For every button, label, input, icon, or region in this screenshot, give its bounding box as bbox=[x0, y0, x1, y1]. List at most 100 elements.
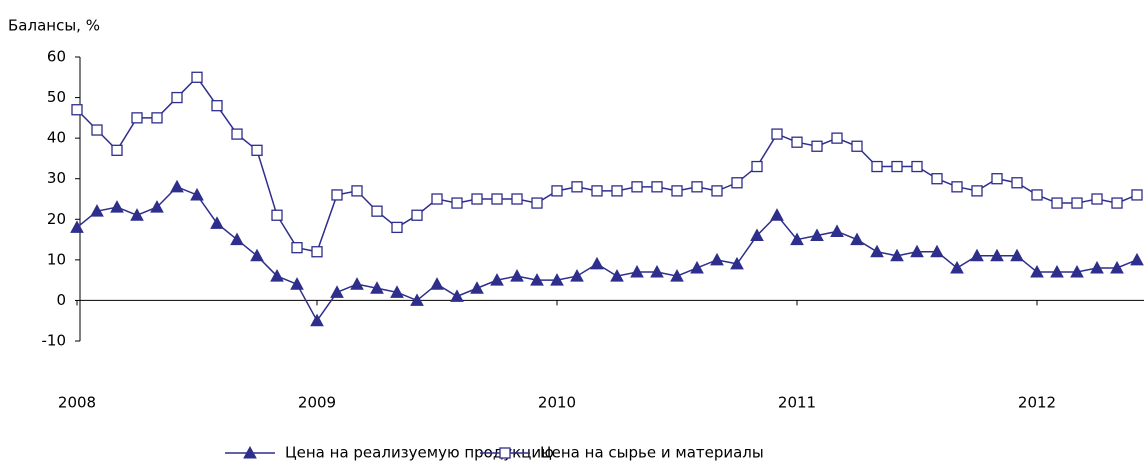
data-point bbox=[150, 200, 164, 213]
data-point bbox=[630, 264, 644, 278]
data-point bbox=[571, 181, 583, 193]
y-tick-label: 10 bbox=[47, 250, 66, 268]
data-point bbox=[331, 189, 343, 201]
data-point bbox=[751, 160, 763, 173]
data-point bbox=[830, 224, 844, 237]
data-point bbox=[351, 185, 363, 197]
data-point bbox=[491, 193, 503, 205]
data-point bbox=[771, 128, 783, 140]
data-point bbox=[930, 244, 944, 258]
data-point bbox=[1130, 252, 1144, 266]
data-point bbox=[1111, 197, 1123, 209]
data-point bbox=[210, 216, 224, 229]
data-point bbox=[991, 173, 1003, 185]
data-point bbox=[971, 185, 983, 197]
data-point bbox=[650, 264, 664, 278]
y-tick-label: 60 bbox=[47, 48, 66, 66]
data-point bbox=[1010, 248, 1024, 262]
y-tick-label: 50 bbox=[47, 88, 66, 106]
data-point bbox=[1051, 197, 1063, 209]
data-point bbox=[611, 185, 623, 197]
x-tick-label: 2008 bbox=[58, 394, 96, 412]
data-point bbox=[290, 277, 304, 290]
series-line bbox=[76, 76, 1138, 253]
data-point bbox=[471, 193, 483, 205]
data-point bbox=[730, 256, 744, 270]
data-point bbox=[270, 269, 284, 282]
data-point bbox=[1091, 193, 1103, 205]
x-tick-label: 2009 bbox=[298, 394, 336, 412]
data-point bbox=[231, 128, 243, 140]
data-point bbox=[531, 197, 543, 209]
data-point bbox=[891, 160, 903, 173]
data-point bbox=[191, 71, 203, 83]
data-point bbox=[890, 248, 904, 262]
data-point bbox=[811, 140, 823, 152]
data-point bbox=[1030, 264, 1044, 278]
data-point bbox=[691, 181, 703, 193]
data-point bbox=[530, 273, 544, 286]
data-point bbox=[371, 205, 383, 217]
data-point bbox=[631, 181, 643, 193]
data-point bbox=[671, 185, 683, 197]
data-point bbox=[90, 204, 104, 217]
data-point bbox=[451, 197, 463, 209]
legend-marker bbox=[243, 445, 257, 459]
data-point bbox=[251, 144, 263, 156]
data-point bbox=[470, 281, 484, 294]
data-point bbox=[591, 185, 603, 197]
data-point bbox=[350, 277, 364, 290]
data-point bbox=[91, 124, 103, 136]
x-tick-label: 2010 bbox=[538, 394, 576, 412]
legend-label: Цена на реализуемую продукцию bbox=[285, 444, 554, 461]
data-point bbox=[130, 208, 144, 221]
data-point bbox=[490, 273, 504, 286]
data-point bbox=[731, 177, 743, 189]
data-point bbox=[590, 256, 604, 270]
data-point bbox=[851, 140, 863, 152]
x-tick-label: 2012 bbox=[1018, 394, 1056, 412]
data-point bbox=[511, 193, 523, 205]
data-point bbox=[651, 181, 663, 193]
data-point bbox=[951, 181, 963, 193]
data-point bbox=[831, 132, 843, 144]
data-point bbox=[570, 269, 584, 282]
data-point bbox=[431, 193, 443, 205]
legend-marker bbox=[499, 447, 511, 459]
data-point bbox=[271, 209, 283, 221]
data-point bbox=[211, 100, 223, 112]
data-point bbox=[1131, 189, 1143, 201]
data-point bbox=[171, 91, 183, 104]
data-point bbox=[550, 273, 564, 286]
data-point bbox=[970, 248, 984, 262]
legend-label: Цена на сырье и материалы bbox=[540, 444, 764, 461]
data-point bbox=[931, 173, 943, 185]
data-point bbox=[131, 112, 143, 124]
data-point bbox=[310, 313, 324, 327]
data-point bbox=[950, 260, 964, 274]
data-point bbox=[151, 112, 163, 124]
data-point bbox=[710, 252, 724, 266]
data-point bbox=[711, 185, 723, 197]
data-point bbox=[871, 160, 883, 173]
data-point bbox=[250, 248, 264, 262]
data-point bbox=[450, 289, 464, 302]
chart-title: Балансы, % bbox=[8, 17, 100, 35]
data-point bbox=[610, 269, 624, 282]
data-point bbox=[690, 260, 704, 274]
data-point bbox=[330, 285, 344, 298]
data-point bbox=[810, 228, 824, 242]
data-point bbox=[111, 144, 123, 156]
data-point bbox=[990, 248, 1004, 262]
data-point bbox=[850, 232, 864, 246]
y-tick-label: -10 bbox=[42, 332, 67, 350]
data-point bbox=[1070, 264, 1084, 278]
x-tick-label: 2011 bbox=[778, 394, 816, 412]
data-point bbox=[791, 136, 803, 148]
series-line bbox=[76, 185, 1138, 323]
data-point bbox=[110, 200, 124, 213]
data-point bbox=[770, 208, 784, 221]
data-point bbox=[510, 269, 524, 282]
data-point bbox=[391, 221, 403, 234]
